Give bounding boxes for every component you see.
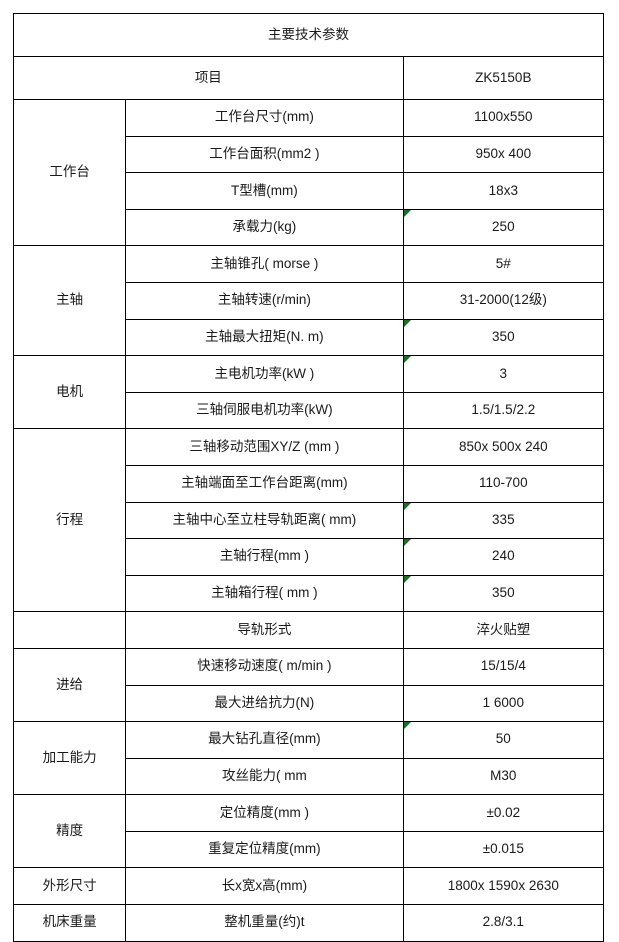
table-row: 主轴转速(r/min) 31-2000(12级) — [14, 281, 605, 320]
group-label: 外形尺寸 — [12, 867, 127, 906]
table-row: 主轴 主轴锥孔( morse ) 5# — [12, 245, 605, 357]
table-title-row: 主要技术参数 — [13, 13, 604, 57]
parameter-value: 950x 400 — [402, 135, 605, 174]
parameter-value: 335 — [402, 501, 605, 540]
parameter-name: 导轨形式 — [125, 611, 404, 649]
parameter-name: 最大钻孔直径(mm) — [125, 721, 404, 759]
parameter-value: 15/15/4 — [402, 647, 605, 686]
parameter-name: 三轴移动范围XY/Z (mm ) — [125, 428, 404, 466]
table-body: 主要技术参数 项目 ZK5150B 工作台 工作台尺寸(mm) 1100x550 工作… — [12, 13, 605, 942]
table-title: 主要技术参数 — [13, 13, 604, 57]
table-header-row: 项目 ZK5150B — [13, 56, 605, 100]
parameter-name: 主轴行程(mm ) — [125, 538, 404, 576]
table-row: 主轴中心至立柱导轨距离( mm) 335 — [14, 501, 605, 540]
group-label: 机床重量 — [12, 904, 127, 942]
parameter-name: 整机重量(约)t — [125, 904, 404, 942]
group-label: 电机 — [12, 355, 127, 430]
column-header-item: 项目 — [13, 56, 404, 100]
table-row: 主轴端面至工作台距离(mm) 110-700 — [14, 464, 605, 503]
table-row: 最大进给抗力(N) 1 6000 — [14, 684, 605, 723]
table-row: 三轴伺服电机功率(kW) 1.5/1.5/2.2 — [14, 391, 605, 430]
parameter-value: 3 — [402, 355, 605, 393]
parameter-name: 重复定位精度(mm) — [125, 830, 404, 869]
table-row: T型槽(mm) 18x3 — [14, 172, 605, 210]
parameter-value: ±0.02 — [402, 794, 605, 832]
technical-specification-table: 主要技术参数 项目 ZK5150B 工作台 工作台尺寸(mm) 1100x550 工作… — [12, 13, 605, 942]
table-row: 电机 主电机功率(kW ) 3 — [12, 355, 605, 430]
parameter-name: 快速移动速度( m/min ) — [125, 647, 404, 686]
parameter-value: 1800x 1590x 2630 — [402, 867, 605, 906]
group-label: 进给 — [12, 647, 127, 723]
table-row: 主轴箱行程( mm ) 350 — [14, 574, 605, 613]
group-label: 主轴 — [12, 245, 127, 357]
parameter-value: 110-700 — [402, 464, 605, 503]
table-row: 承载力(kg) 250 — [14, 208, 605, 247]
column-header-model: ZK5150B — [402, 56, 605, 100]
parameter-value: 1100x550 — [402, 99, 605, 137]
parameter-value: 18x3 — [402, 172, 605, 210]
parameter-name: 主轴最大扭矩(N. m) — [125, 318, 404, 357]
parameter-name: 工作台尺寸(mm) — [125, 99, 404, 137]
parameter-name: 定位精度(mm ) — [125, 794, 404, 832]
parameter-value: 250 — [402, 208, 605, 247]
table-row: 主轴行程(mm ) 240 — [14, 538, 605, 576]
parameter-name: 三轴伺服电机功率(kW) — [125, 391, 404, 430]
parameter-name: 主轴端面至工作台距离(mm) — [125, 464, 404, 503]
group-label: 加工能力 — [12, 721, 127, 796]
spec-table-container: 主要技术参数 项目 ZK5150B 工作台 工作台尺寸(mm) 1100x550 工作… — [12, 13, 605, 942]
table-row: 外形尺寸 长x宽x高(mm) 1800x 1590x 2630 — [12, 867, 605, 906]
parameter-value: 1 6000 — [402, 684, 605, 723]
parameter-value: 5# — [402, 245, 605, 283]
parameter-value: 1.5/1.5/2.2 — [402, 391, 605, 430]
parameter-name: 最大进给抗力(N) — [125, 684, 404, 723]
table-row: 工作台面积(mm2 ) 950x 400 — [14, 135, 605, 174]
parameter-value: 350 — [402, 574, 605, 613]
parameter-name: T型槽(mm) — [125, 172, 404, 210]
parameter-name: 长x宽x高(mm) — [125, 867, 404, 906]
table-row: 导轨形式 淬火贴塑 — [12, 611, 605, 649]
table-row: 加工能力 最大钻孔直径(mm) 50 — [12, 721, 605, 796]
group-label: 工作台 — [12, 98, 127, 247]
parameter-name: 主轴转速(r/min) — [125, 281, 404, 320]
table-row: 精度 定位精度(mm ) ±0.02 — [12, 794, 605, 869]
group-label: 行程 — [12, 428, 127, 613]
parameter-value: 31-2000(12级) — [402, 281, 605, 320]
group-label — [12, 611, 127, 649]
parameter-name: 主电机功率(kW ) — [125, 355, 404, 393]
parameter-name: 主轴锥孔( morse ) — [125, 245, 404, 283]
parameter-name: 主轴箱行程( mm ) — [125, 574, 404, 613]
parameter-value: 240 — [402, 538, 605, 576]
parameter-value: ±0.015 — [402, 830, 605, 869]
table-row: 主轴最大扭矩(N. m) 350 — [14, 318, 605, 357]
group-label: 精度 — [12, 794, 127, 869]
table-row: 工作台 工作台尺寸(mm) 1100x550 — [12, 98, 605, 247]
parameter-value: M30 — [402, 757, 605, 796]
parameter-value: 850x 500x 240 — [402, 428, 605, 466]
table-row: 机床重量 整机重量(约)t 2.8/3.1 — [12, 904, 605, 942]
parameter-name: 承载力(kg) — [125, 208, 404, 247]
parameter-value: 淬火贴塑 — [402, 611, 605, 649]
table-row: 行程 三轴移动范围XY/Z (mm ) 850x 500x 240 — [12, 428, 605, 613]
parameter-value: 350 — [402, 318, 605, 357]
parameter-value: 2.8/3.1 — [402, 904, 605, 942]
parameter-name: 主轴中心至立柱导轨距离( mm) — [125, 501, 404, 540]
parameter-name: 攻丝能力( mm — [125, 757, 404, 796]
parameter-name: 工作台面积(mm2 ) — [125, 135, 404, 174]
table-row: 进给 快速移动速度( m/min ) 15/15/4 — [12, 647, 605, 723]
parameter-value: 50 — [402, 721, 605, 759]
